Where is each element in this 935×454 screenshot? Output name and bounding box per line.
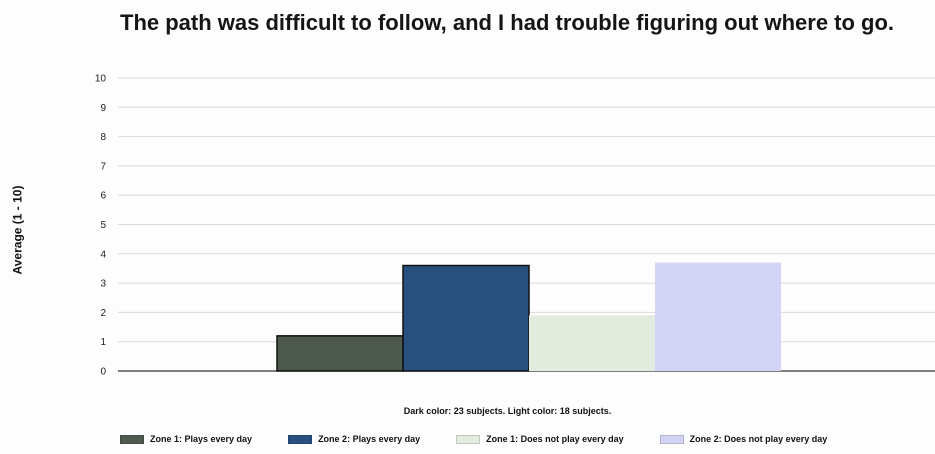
bar-4 — [655, 262, 781, 371]
y-tick-label: 4 — [100, 249, 106, 260]
y-tick-label: 3 — [100, 279, 106, 290]
y-tick-label: 2 — [100, 308, 106, 319]
bars — [276, 262, 781, 372]
bar-chart: 0 1 2 3 4 5 6 7 8 9 10 — [95, 74, 935, 378]
y-tick-label: 6 — [100, 191, 106, 202]
legend-swatch — [120, 434, 144, 444]
chart-title: The path was difficult to follow, and I … — [120, 10, 895, 35]
legend: Zone 1: Plays every day Zone 2: Plays ev… — [120, 434, 935, 444]
legend-item-zone2-plays: Zone 2: Plays every day — [288, 434, 420, 444]
y-tick-labels: 0 1 2 3 4 5 6 7 8 9 10 — [95, 74, 107, 378]
bar-3 — [529, 315, 655, 371]
y-tick-label: 9 — [100, 103, 106, 114]
bar-1 — [276, 335, 404, 372]
legend-item-zone1-plays: Zone 1: Plays every day — [120, 434, 252, 444]
y-tick-label: 10 — [95, 74, 107, 85]
y-tick-label: 8 — [100, 132, 106, 143]
legend-swatch — [456, 434, 481, 444]
y-tick-label: 7 — [100, 161, 106, 172]
y-tick-label: 1 — [100, 337, 106, 348]
subject-count-note: Dark color: 23 subjects. Light color: 18… — [403, 406, 612, 416]
legend-label: Zone 1: Does not play every day — [486, 434, 624, 444]
legend-item-zone2-not-plays: Zone 2: Does not play every day — [659, 434, 828, 444]
y-tick-label: 5 — [100, 220, 106, 231]
legend-item-zone1-not-plays: Zone 1: Does not play every day — [456, 434, 624, 444]
legend-swatch — [659, 434, 684, 444]
legend-label: Zone 2: Plays every day — [318, 434, 421, 444]
legend-label: Zone 1: Plays every day — [150, 434, 253, 444]
bar-2 — [402, 264, 530, 372]
y-tick-label: 0 — [100, 367, 106, 378]
legend-label: Zone 2: Does not play every day — [689, 434, 828, 444]
legend-swatch — [288, 434, 313, 444]
